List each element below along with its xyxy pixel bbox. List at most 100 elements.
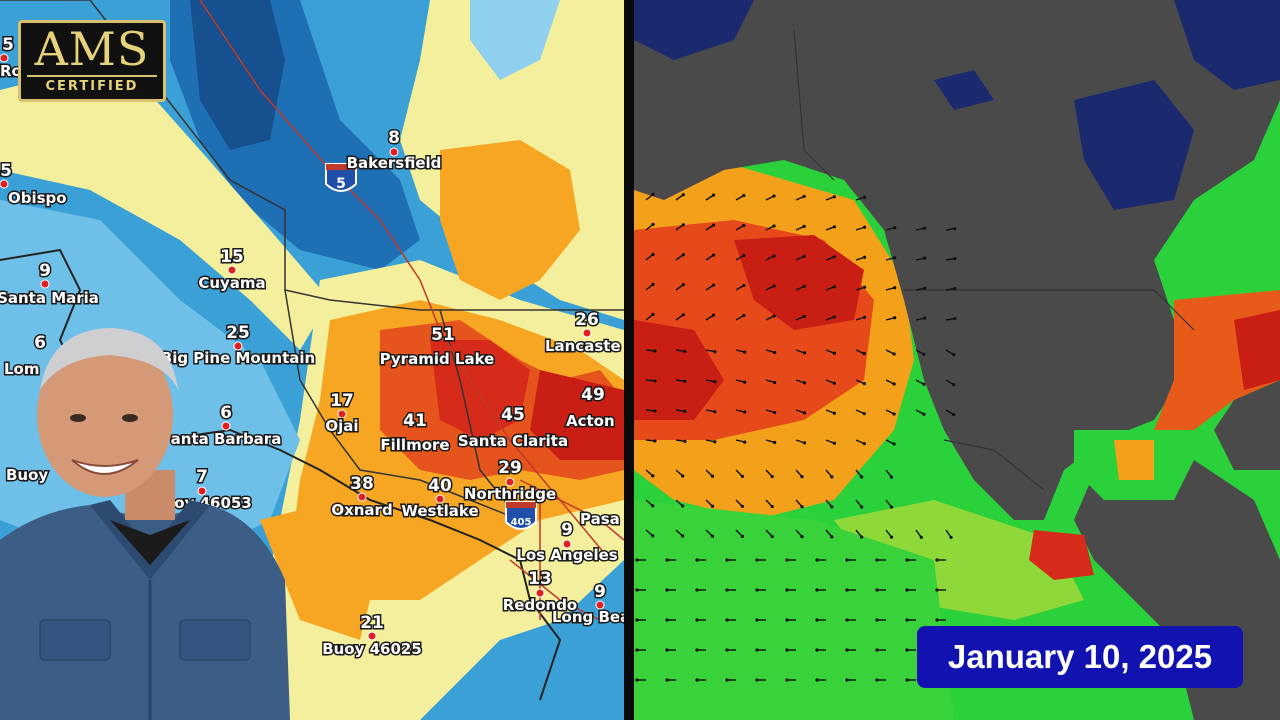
wind-arrow-head [742, 313, 746, 318]
wind-arrow-head [923, 316, 927, 320]
wind-arrow-head [755, 678, 759, 682]
station-westlake: 40 Westlake [400, 475, 480, 522]
station-ojai: 17 Ojai [324, 390, 360, 437]
wind-arrow-head [725, 618, 729, 622]
wind-arrow-head [862, 195, 867, 199]
svg-text:Long Bea: Long Bea [552, 608, 624, 626]
wind-arrow-head [710, 504, 715, 508]
wind-arrow-head [893, 256, 897, 260]
svg-text:Lom: Lom [4, 360, 40, 378]
wind-arrow-head [832, 255, 837, 259]
svg-text:Lancaste: Lancaste [545, 337, 621, 355]
wind-arrow-head [935, 558, 939, 562]
wind-arrow-head [815, 558, 819, 562]
wind-arrow-head [952, 383, 956, 387]
wind-arrow-head [711, 193, 716, 197]
wind-arrow-head [862, 441, 866, 446]
svg-text:Big Pine Mountain: Big Pine Mountain [161, 349, 315, 367]
gust-map-svg: 5 405 8 Bakersfield 15 Cuyama 9 Santa Ma… [0, 0, 624, 720]
wind-arrow-head [725, 558, 729, 562]
wind-arrow-head [683, 409, 687, 413]
wind-gust-map: 5 405 8 Bakersfield 15 Cuyama 9 Santa Ma… [0, 0, 624, 720]
wind-arrows [635, 192, 957, 682]
wind-arrow-head [893, 286, 897, 290]
i405-shield-icon: 405 [505, 501, 537, 530]
station-bakersfield: 8 Bakersfield [345, 127, 443, 174]
svg-text:6: 6 [34, 333, 46, 353]
wind-arrow-head [905, 558, 909, 562]
station-acton: 49 Acton [565, 384, 617, 432]
wind-arrow-head [892, 412, 896, 416]
wind-arrow-head [802, 441, 807, 445]
svg-text:17: 17 [330, 391, 354, 411]
wind-arrow-head [845, 648, 849, 652]
wind-arrow-head [935, 618, 939, 622]
wind-arrow-head [681, 253, 685, 257]
wind-arrow-head [772, 194, 776, 198]
i5-shield-icon: 5 [325, 163, 357, 192]
svg-text:Fillmore: Fillmore [380, 436, 449, 454]
svg-text:38: 38 [350, 474, 374, 494]
wind-arrow-head [651, 312, 655, 316]
ams-certified-logo: AMS CERTIFIED [18, 20, 166, 102]
wind-arrow-head [755, 618, 759, 622]
wind-arrow-head [953, 317, 957, 321]
wind-arrow-head [802, 351, 807, 355]
wind-arrow-head [830, 475, 834, 479]
wind-arrow-head [635, 648, 639, 652]
wind-arrow-head [832, 315, 837, 319]
svg-text:41: 41 [403, 411, 427, 431]
wind-arrow-head [860, 535, 864, 539]
wind-arrow-head [935, 588, 939, 592]
svg-text:26: 26 [575, 310, 599, 330]
station-santa-maria: 9 Santa Maria [0, 260, 100, 309]
svg-text:49: 49 [581, 385, 605, 405]
wind-arrow-head [681, 474, 685, 478]
svg-text:9: 9 [561, 520, 573, 540]
station-buoy: Buoy [5, 465, 50, 486]
wind-arrow-head [832, 285, 837, 289]
wind-arrow-head [952, 413, 956, 417]
wind-arrow-head [653, 349, 657, 353]
svg-text:9: 9 [39, 261, 51, 281]
wind-arrow-head [770, 504, 774, 509]
station-buoy-46025: 21 Buoy 46025 [321, 612, 424, 660]
wind-arrow-head [713, 380, 717, 384]
wind-arrow-head [800, 505, 804, 509]
wind-arrow-head [695, 648, 699, 652]
wind-arrow-head [889, 535, 894, 539]
wind-arrow-head [713, 410, 717, 414]
wind-arrow-head [742, 253, 746, 258]
wind-arrow-head [665, 618, 669, 622]
station-lancaster: 26 Lancaste [544, 309, 623, 357]
svg-text:51: 51 [431, 325, 455, 345]
wind-arrow-head [860, 475, 864, 479]
wind-arrow-head [773, 440, 777, 445]
wind-arrow-head [815, 678, 819, 682]
wind-arrow-head [653, 409, 657, 413]
svg-text:5: 5 [2, 35, 14, 55]
svg-text:Santa Maria: Santa Maria [0, 289, 99, 307]
wind-arrow-head [651, 534, 655, 538]
wind-arrow-head [681, 223, 685, 227]
wind-arrow-head [683, 349, 687, 353]
wind-arrow-head [905, 618, 909, 622]
svg-text:Buoy: Buoy [6, 466, 48, 484]
wind-arrow-head [862, 255, 867, 259]
wind-arrow-head [713, 440, 717, 444]
station-redondo: 13 Redondo [501, 568, 579, 616]
svg-text:5: 5 [0, 161, 12, 181]
wind-arrow-head [875, 588, 879, 592]
wind-arrow-head [653, 379, 657, 383]
wind-arrow-head [725, 678, 729, 682]
station-santa-barbara: 6 anta Barbara [169, 402, 283, 450]
wind-arrow-head [905, 648, 909, 652]
wind-arrow-head [683, 439, 687, 443]
svg-text:Ro: Ro [0, 62, 22, 80]
wind-arrow-head [815, 648, 819, 652]
svg-text:Santa Clarita: Santa Clarita [458, 432, 568, 450]
wind-arrow-head [905, 678, 909, 682]
panel-divider [624, 0, 634, 720]
svg-text:13: 13 [528, 569, 552, 589]
svg-text:Cuyama: Cuyama [198, 274, 265, 292]
